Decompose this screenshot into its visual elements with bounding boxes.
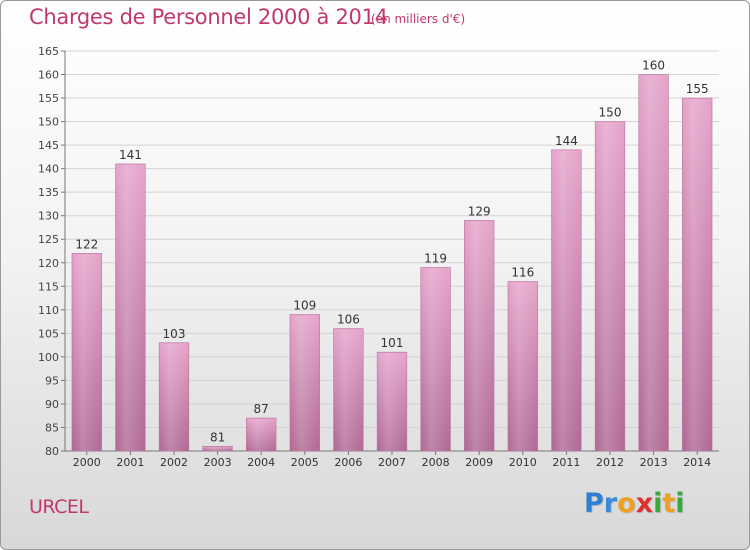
- bar-value-label: 106: [337, 313, 360, 327]
- logo-letter: t: [662, 488, 676, 519]
- commune-name: URCEL: [29, 496, 89, 518]
- bar-value-label: 119: [424, 251, 447, 265]
- bar-value-label: 109: [293, 299, 316, 313]
- y-tick-label: 85: [45, 421, 59, 434]
- bar-highlight: [290, 315, 319, 451]
- bar-value-label: 103: [163, 327, 186, 341]
- x-tick-label: 2008: [422, 456, 450, 469]
- x-tick-label: 2001: [116, 456, 144, 469]
- logo-letter: i: [675, 488, 685, 519]
- logo-letter: P: [584, 488, 604, 519]
- logo-letter: x: [635, 488, 654, 519]
- y-tick-label: 155: [38, 92, 59, 105]
- bar-value-label: 160: [642, 59, 665, 73]
- x-tick-label: 2004: [247, 456, 275, 469]
- bar-highlight: [508, 282, 537, 451]
- y-tick-label: 90: [45, 398, 59, 411]
- bar-value-label: 122: [75, 237, 98, 251]
- x-tick-label: 2010: [509, 456, 537, 469]
- y-tick-label: 160: [38, 69, 59, 82]
- x-tick-label: 2007: [378, 456, 406, 469]
- bar-value-label: 141: [119, 148, 142, 162]
- y-tick-label: 135: [38, 186, 59, 199]
- bar-highlight: [465, 221, 494, 451]
- bar-value-label: 87: [254, 402, 269, 416]
- bar-highlight: [203, 447, 232, 451]
- bar-value-label: 150: [599, 106, 622, 120]
- x-tick-label: 2003: [204, 456, 232, 469]
- bar-highlight: [683, 99, 712, 451]
- bar-highlight: [639, 75, 668, 451]
- y-tick-label: 95: [45, 374, 59, 387]
- y-tick-label: 110: [38, 304, 59, 317]
- bar-highlight: [552, 150, 581, 451]
- bar-value-label: 129: [468, 204, 491, 218]
- bar-value-label: 101: [381, 336, 404, 350]
- chart-title: Charges de Personnel 2000 à 2014: [29, 5, 388, 29]
- y-tick-label: 140: [38, 163, 59, 176]
- bar-highlight: [72, 254, 101, 451]
- bar-highlight: [247, 419, 276, 451]
- y-tick-label: 115: [38, 280, 59, 293]
- x-tick-label: 2006: [334, 456, 362, 469]
- x-tick-label: 2011: [552, 456, 580, 469]
- bar-value-label: 155: [686, 82, 709, 96]
- logo-letter: i: [653, 488, 663, 519]
- chart-subtitle: (en milliers d'€): [371, 12, 466, 26]
- bar-value-label: 144: [555, 134, 578, 148]
- logo-letter: r: [603, 488, 618, 519]
- y-tick-label: 105: [38, 327, 59, 340]
- x-tick-label: 2002: [160, 456, 188, 469]
- y-tick-label: 130: [38, 210, 59, 223]
- bar-highlight: [378, 353, 406, 451]
- y-tick-label: 80: [45, 445, 59, 458]
- bar-highlight: [334, 329, 363, 451]
- y-tick-label: 125: [38, 233, 59, 246]
- bar-highlight: [421, 268, 450, 451]
- y-tick-label: 120: [38, 257, 59, 270]
- bar-highlight: [596, 122, 624, 452]
- y-tick-label: 165: [38, 45, 59, 58]
- bar-value-label: 81: [210, 430, 225, 444]
- y-tick-label: 100: [38, 351, 59, 364]
- x-tick-label: 2014: [683, 456, 711, 469]
- x-tick-label: 2005: [291, 456, 319, 469]
- logo-letter: o: [617, 488, 636, 519]
- bar-value-label: 116: [511, 266, 534, 280]
- x-tick-label: 2009: [465, 456, 493, 469]
- bar-highlight: [160, 343, 188, 451]
- y-tick-label: 145: [38, 139, 59, 152]
- x-tick-label: 2000: [73, 456, 101, 469]
- x-tick-label: 2013: [640, 456, 668, 469]
- proxiti-logo[interactable]: Proxiti: [584, 488, 685, 519]
- labels: 122 141 103 81 87 109 106 101 119 129 116 144 150 160…: [75, 59, 708, 445]
- bars: [71, 74, 713, 452]
- bar-highlight: [116, 164, 145, 452]
- y-tick-label: 150: [38, 116, 59, 129]
- x-tick-label: 2012: [596, 456, 624, 469]
